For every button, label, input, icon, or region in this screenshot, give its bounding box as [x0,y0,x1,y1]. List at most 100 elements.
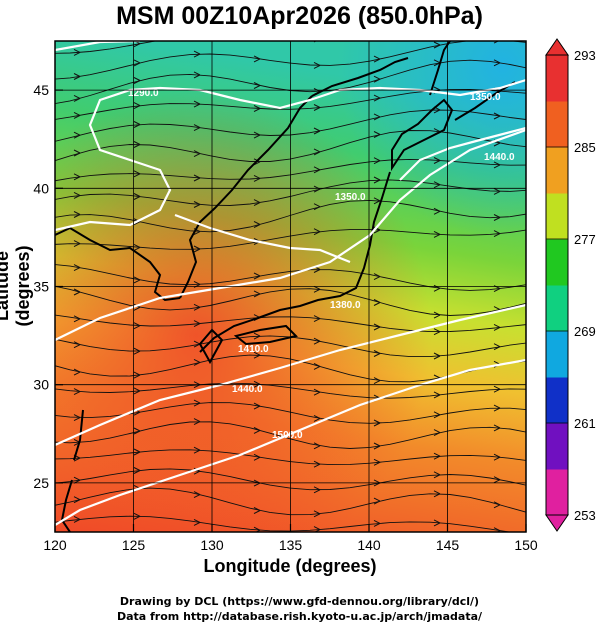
wind-arrowhead [253,272,261,280]
wind-arrowhead [194,32,200,38]
streamline [55,515,513,532]
wind-arrowhead [373,197,381,205]
wind-arrowhead [73,73,81,80]
wind-arrowhead [493,453,501,461]
wind-arrowhead [373,350,381,357]
wind-arrowhead [433,328,441,336]
wind-arrowhead [193,150,201,158]
wind-arrowhead [313,388,321,396]
wind-arrowhead [493,501,501,509]
wind-arrowhead [193,340,201,348]
wind-arrowhead [73,315,81,323]
wind-arrowhead [373,458,381,466]
wind-arrowhead [133,347,141,355]
colorbar-tick-label: 253 [574,508,596,523]
x-tick-label: 145 [436,537,460,553]
wind-arrowhead [253,351,261,359]
wind-arrowhead [254,32,260,38]
colorbar-segment [546,423,568,470]
wind-arrowhead [193,245,201,253]
wind-arrowhead [373,55,381,63]
contour-label: 1380.0 [330,300,361,311]
wind-arrowhead [253,332,261,340]
wind-arrowhead [133,512,141,520]
streamline [55,59,526,105]
wind-arrowhead [373,299,381,306]
wind-arrowhead [313,414,321,422]
wind-arrowhead [313,486,321,494]
colorbar-max-arrow [545,38,569,56]
wind-arrowhead [373,323,381,331]
colorbar-segment [546,285,568,332]
wind-arrowhead [133,141,141,148]
wind-arrowhead [433,429,441,437]
coast-taiwan [60,479,73,532]
wind-arrowhead [133,276,141,284]
wind-arrowhead [313,510,321,518]
contour-label: 1440.0 [232,384,263,395]
wind-arrowhead [373,113,381,121]
wind-arrowhead [193,174,201,182]
coast-sakhalin [429,41,451,96]
streamline [55,285,526,316]
wind-arrowhead [73,368,81,376]
x-tick-label: 120 [43,537,67,553]
y-tick-label: 40 [33,180,49,196]
x-tick-label: 135 [279,537,303,553]
wind-arrowhead [313,166,321,174]
x-tick-label: 150 [514,537,538,553]
contour-1380 [174,213,351,264]
wind-arrowhead [493,230,501,238]
contour-1440-north [399,126,526,181]
wind-arrowhead [193,50,201,58]
streamline [55,468,526,491]
colorbar-segment [546,147,568,194]
wind-arrowhead [493,343,501,351]
wind-arrowhead [253,105,261,112]
wind-arrowhead [373,273,381,281]
colorbar-min-arrow [545,514,569,532]
wind-arrowhead [133,387,141,395]
wind-arrowhead [193,303,201,311]
wind-arrowhead [313,526,321,532]
wind-arrowhead [313,228,321,236]
streamline [55,487,526,516]
coast-hokkaido [391,98,454,172]
colorbar-tick-label: 277 [574,232,596,247]
colorbar-segment [546,239,568,286]
wind-arrowhead [73,191,81,199]
wind-arrowhead [253,131,261,139]
x-axis-label: Longitude (degrees) [203,556,377,576]
coast-kurils [454,81,516,121]
streamline [55,264,526,291]
wind-arrowhead [253,507,261,514]
wind-arrowhead [253,453,261,461]
wind-arrowhead [133,102,141,110]
wind-arrowhead [433,519,441,527]
contour-label: 1290.0 [128,88,159,99]
wind-arrowhead [313,61,321,69]
wind-arrowhead [253,221,261,228]
wind-arrowhead [193,124,201,132]
plot-area: 1290.0 1350.0 1440.0 1350.0 1410.0 1440.0 1500… [55,32,526,532]
wind-arrowhead [433,471,441,479]
wind-arrowhead [493,385,501,393]
wind-arrowhead [313,362,321,370]
wind-arrowhead [313,203,321,211]
wind-arrowhead [373,497,381,505]
wind-arrowhead [133,371,141,379]
colorbar-segment [546,377,568,424]
y-tick-label: 35 [33,279,49,295]
y-tick-label: 25 [33,475,49,491]
wind-arrowhead [373,157,381,165]
contour-label: 1350.0 [335,192,366,203]
credit-drawing: Drawing by DCL (https://www.gfd-dennou.o… [119,595,480,608]
contour-1440-south [55,303,526,447]
wind-arrowhead [433,311,441,319]
wind-arrowhead [433,391,441,399]
wind-arrowhead [253,174,261,182]
streamline [55,41,526,80]
streamline [55,314,526,333]
wind-arrowhead [193,320,201,328]
